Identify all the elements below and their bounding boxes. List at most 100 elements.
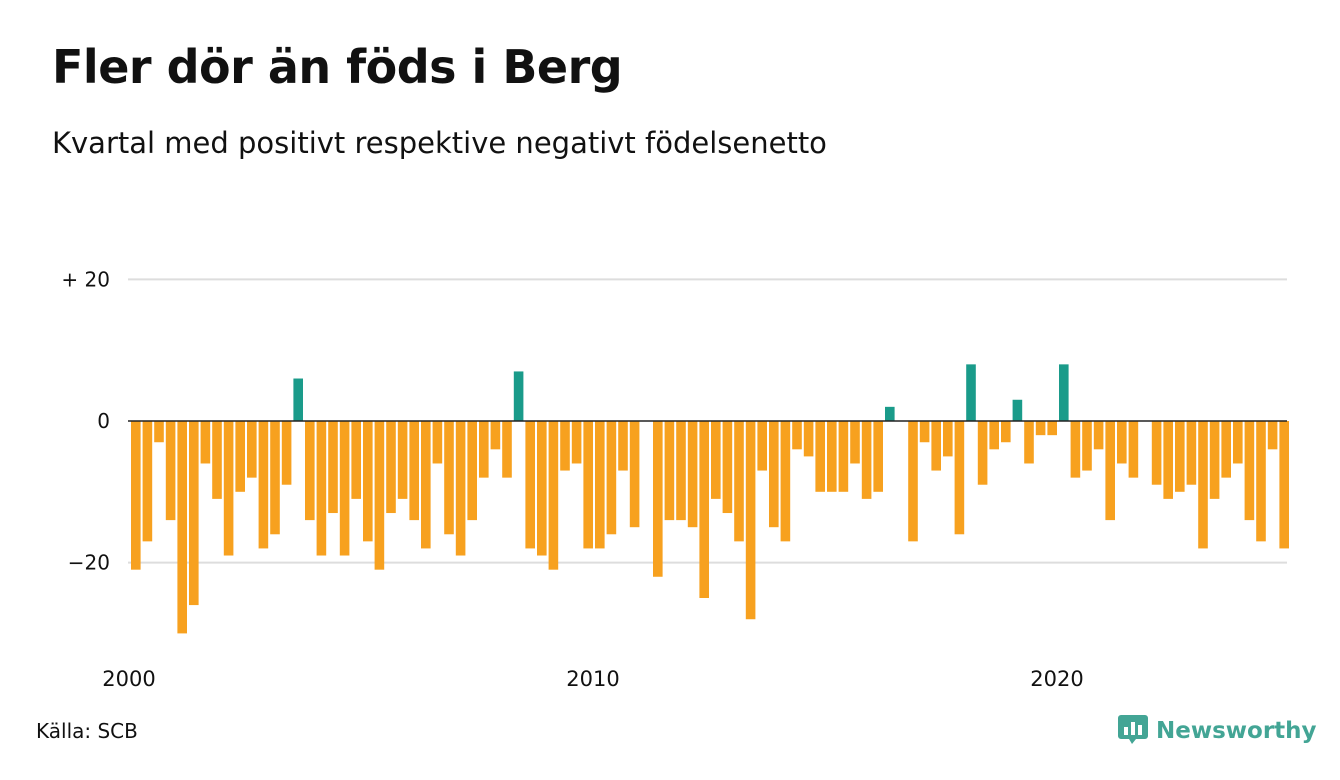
bar-negative: [850, 421, 860, 464]
newsworthy-logo-icon: [1118, 713, 1148, 749]
bar-negative: [1035, 421, 1046, 436]
bar-negative: [1175, 421, 1185, 492]
bar-negative: [815, 421, 825, 492]
bar-negative: [606, 421, 617, 535]
bar-negative: [177, 421, 187, 634]
bar-negative: [757, 421, 767, 471]
bar-negative: [745, 421, 756, 620]
bar-negative: [444, 421, 454, 535]
bar-negative: [1117, 421, 1127, 464]
bar-negative: [421, 421, 431, 549]
bar-negative: [873, 421, 883, 492]
bar-negative: [305, 421, 315, 521]
y-axis-tick-labels: + 20 0 −20: [61, 267, 110, 574]
bar-negative: [571, 421, 582, 464]
bar-negative: [722, 421, 733, 514]
brand-name: Newsworthy: [1156, 718, 1317, 744]
bar-negative: [131, 421, 141, 570]
bar-negative: [1163, 421, 1173, 499]
bar-negative: [142, 421, 153, 542]
bar-negative: [316, 421, 327, 556]
bar-negative: [595, 421, 605, 549]
bar-negative: [212, 421, 222, 499]
bar-negative: [165, 421, 176, 521]
bar-negative: [908, 421, 918, 542]
bar-negative: [189, 421, 199, 606]
bar-negative: [1267, 421, 1278, 450]
bar-negative: [560, 421, 570, 471]
bar-negative: [432, 421, 443, 464]
y-tick-label: −20: [68, 551, 110, 575]
bar-negative: [1209, 421, 1220, 499]
bar-negative: [386, 421, 396, 514]
bar-negative: [629, 421, 640, 528]
bar-negative: [1151, 421, 1162, 485]
bar-negative: [502, 421, 512, 478]
bar-negative: [954, 421, 965, 535]
bar-negative: [351, 421, 361, 499]
bar-negative: [827, 421, 837, 492]
bar-negative: [397, 421, 408, 499]
source-note: Källa: SCB: [36, 719, 138, 743]
bar-negative: [803, 421, 814, 457]
bar-negative: [363, 421, 373, 542]
bar-negative: [490, 421, 501, 450]
bar-negative: [1256, 421, 1266, 542]
bar-negative: [328, 421, 338, 514]
bar-negative: [943, 421, 953, 457]
bar-negative: [1128, 421, 1139, 478]
bar-negative: [664, 421, 675, 521]
bar-negative: [1082, 421, 1092, 471]
bar-negative: [1221, 421, 1231, 478]
bar-negative: [374, 421, 385, 570]
bars: [131, 364, 1289, 634]
bar-negative: [734, 421, 744, 542]
bar-negative: [919, 421, 930, 443]
bar-negative: [1279, 421, 1289, 549]
bar-negative: [977, 421, 988, 485]
bar-negative: [1105, 421, 1115, 521]
bar-negative: [699, 421, 709, 598]
bar-positive: [1012, 399, 1023, 421]
bar-negative: [1198, 421, 1208, 549]
x-tick-label: 2020: [1030, 667, 1083, 691]
bar-negative: [838, 421, 849, 492]
bar-negative: [200, 421, 211, 464]
bar-negative: [687, 421, 698, 528]
bar-negative: [653, 421, 663, 577]
bar-negative: [711, 421, 721, 499]
x-tick-label: 2000: [102, 667, 155, 691]
bar-negative: [1093, 421, 1104, 450]
bar-negative: [989, 421, 999, 450]
bar-negative: [154, 421, 164, 443]
bar-negative: [780, 421, 791, 542]
bar-negative: [281, 421, 292, 485]
bar-chart: + 20 0 −20 2000 2010 2020: [61, 267, 1289, 691]
bar-negative: [1233, 421, 1243, 464]
bar-negative: [479, 421, 489, 478]
chart-title: Fler dör än föds i Berg: [52, 40, 623, 94]
bar-negative: [1186, 421, 1197, 485]
bar-negative: [537, 421, 547, 556]
bar-negative: [861, 421, 872, 499]
bar-negative: [1070, 421, 1081, 478]
bar-negative: [247, 421, 257, 478]
x-axis-tick-labels: 2000 2010 2020: [102, 667, 1083, 691]
bar-negative: [409, 421, 419, 521]
y-tick-label: 0: [97, 409, 110, 433]
bar-positive: [885, 406, 895, 421]
bar-negative: [270, 421, 280, 535]
bar-negative: [769, 421, 779, 528]
bar-positive: [513, 371, 524, 421]
chart-subtitle: Kvartal med positivt respektive negativt…: [52, 126, 827, 160]
bar-negative: [235, 421, 245, 492]
x-tick-label: 2010: [566, 667, 619, 691]
newsworthy-logo: Newsworthy: [1118, 713, 1317, 749]
bar-positive: [293, 378, 303, 421]
bar-negative: [339, 421, 350, 556]
bar-negative: [223, 421, 234, 556]
bar-negative: [676, 421, 686, 521]
bar-negative: [618, 421, 628, 471]
y-tick-label: + 20: [61, 267, 110, 291]
bar-negative: [1244, 421, 1255, 521]
